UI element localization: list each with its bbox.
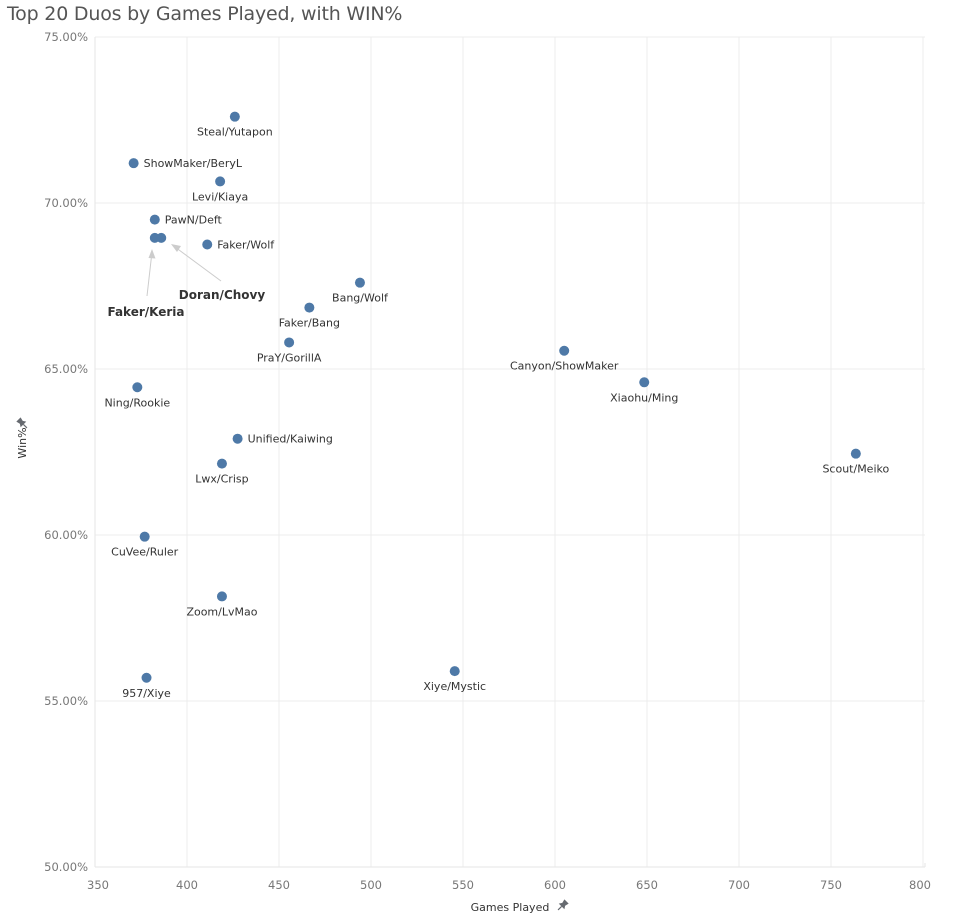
data-point[interactable] bbox=[156, 232, 167, 243]
x-tick-label: 350 bbox=[87, 878, 109, 892]
point-label: Steal/Yutapon bbox=[197, 126, 273, 139]
y-tick-label: 65.00% bbox=[44, 362, 88, 376]
point-label: Faker/Keria bbox=[107, 305, 184, 319]
point-label: PraY/GorillA bbox=[257, 351, 322, 364]
data-point[interactable] bbox=[284, 337, 295, 348]
data-point[interactable] bbox=[354, 277, 365, 288]
axes bbox=[94, 37, 926, 868]
callout-arrow-line bbox=[174, 246, 222, 282]
x-tick-label: 400 bbox=[176, 878, 198, 892]
data-point[interactable] bbox=[232, 433, 243, 444]
callout-arrows bbox=[146, 244, 222, 297]
y-tick-label: 55.00% bbox=[44, 694, 88, 708]
x-tick-label: 700 bbox=[728, 878, 750, 892]
point-label: Doran/Chovy bbox=[179, 288, 266, 302]
point-label: Lwx/Crisp bbox=[195, 473, 248, 486]
gridlines bbox=[95, 36, 925, 868]
x-axis-ticks: 350 400 450 500 550 600 650 700 750 800 bbox=[87, 878, 931, 892]
data-point[interactable] bbox=[215, 176, 226, 187]
point-label: ShowMaker/BeryL bbox=[144, 157, 243, 170]
data-point[interactable] bbox=[449, 666, 460, 677]
data-point[interactable] bbox=[149, 214, 160, 225]
data-point[interactable] bbox=[216, 458, 227, 469]
point-label: Ning/Rookie bbox=[104, 396, 170, 409]
y-axis-pin-icon[interactable] bbox=[16, 417, 30, 431]
chart-title: Top 20 Duos by Games Played, with WIN% bbox=[7, 3, 403, 25]
callout-arrowhead bbox=[148, 249, 156, 259]
data-point[interactable] bbox=[229, 111, 240, 122]
x-tick-label: 750 bbox=[820, 878, 842, 892]
x-axis-title: Games Played bbox=[471, 901, 550, 914]
callout-arrowhead bbox=[171, 244, 181, 252]
point-label: CuVee/Ruler bbox=[111, 546, 179, 559]
y-axis-ticks: 50.00% 55.00% 60.00% 65.00% 70.00% 75.00% bbox=[44, 30, 88, 874]
callout-arrow-line bbox=[146, 251, 153, 297]
data-point[interactable] bbox=[202, 239, 213, 250]
x-tick-label: 550 bbox=[452, 878, 474, 892]
point-label: Faker/Wolf bbox=[217, 239, 275, 252]
data-point[interactable] bbox=[216, 591, 227, 602]
point-label: Zoom/LvMao bbox=[186, 605, 257, 618]
point-label: Xiye/Mystic bbox=[423, 680, 486, 693]
point-label: Scout/Meiko bbox=[822, 463, 889, 476]
x-tick-label: 500 bbox=[360, 878, 382, 892]
y-tick-label: 60.00% bbox=[44, 528, 88, 542]
data-point[interactable] bbox=[559, 345, 570, 356]
point-label: Faker/Bang bbox=[279, 317, 340, 330]
point-label: Unified/Kaiwing bbox=[248, 433, 333, 446]
data-point[interactable] bbox=[139, 531, 150, 542]
x-tick-label: 800 bbox=[909, 878, 931, 892]
point-label: PawN/Deft bbox=[165, 214, 223, 227]
point-label: Canyon/ShowMaker bbox=[510, 360, 619, 373]
y-tick-label: 75.00% bbox=[44, 30, 88, 44]
point-labels: Steal/Yutapon ShowMaker/BeryL Levi/Kiaya Pa… bbox=[104, 126, 889, 700]
point-label: 957/Xiye bbox=[122, 687, 171, 700]
x-tick-label: 600 bbox=[544, 878, 566, 892]
point-label: Xiaohu/Ming bbox=[610, 391, 678, 404]
x-tick-label: 650 bbox=[636, 878, 658, 892]
data-point[interactable] bbox=[128, 158, 139, 169]
y-axis-title: Win% bbox=[16, 427, 29, 458]
y-tick-label: 50.00% bbox=[44, 860, 88, 874]
data-point[interactable] bbox=[132, 382, 143, 393]
data-point[interactable] bbox=[639, 377, 650, 388]
data-points bbox=[128, 111, 861, 683]
x-axis-pin-icon[interactable] bbox=[555, 899, 569, 913]
point-label: Bang/Wolf bbox=[332, 292, 389, 305]
x-tick-label: 450 bbox=[268, 878, 290, 892]
y-tick-label: 70.00% bbox=[44, 196, 88, 210]
data-point[interactable] bbox=[850, 448, 861, 459]
data-point[interactable] bbox=[304, 302, 315, 313]
data-point[interactable] bbox=[141, 672, 152, 683]
point-label: Levi/Kiaya bbox=[192, 190, 248, 203]
